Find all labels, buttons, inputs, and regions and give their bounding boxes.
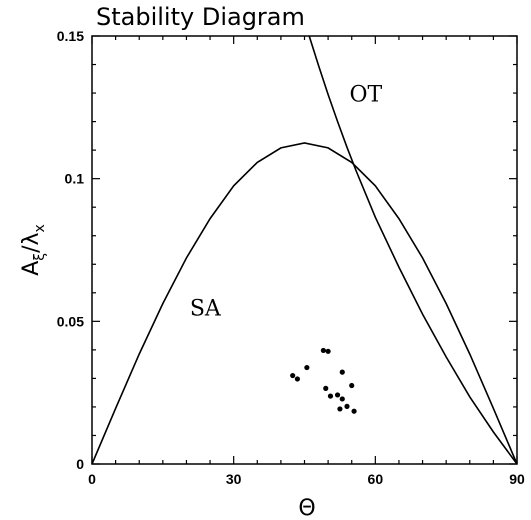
plot-frame — [91, 35, 518, 465]
data-point — [294, 376, 301, 382]
x-axis-label: Θ — [298, 496, 315, 520]
chart-title: Stability Diagram — [96, 3, 305, 31]
region-labels: SA OT — [190, 83, 383, 322]
region-label-ot: OT — [350, 83, 383, 108]
data-point — [337, 406, 343, 412]
curve-sa — [91, 142, 518, 465]
data-point — [349, 382, 355, 389]
y-tick-label: 0.05 — [57, 313, 84, 329]
x-tick-label: 0 — [88, 471, 96, 487]
data-points — [290, 347, 357, 414]
data-point — [320, 347, 326, 354]
y-axis: 0 0.05 0.1 0.15 — [57, 28, 517, 472]
data-point — [327, 393, 334, 399]
data-point — [339, 369, 345, 375]
y-tick-label: 0 — [76, 456, 84, 472]
data-point — [351, 408, 357, 414]
curve-ot — [308, 35, 518, 465]
x-tick-label: 90 — [509, 471, 525, 487]
data-point — [325, 348, 331, 354]
data-point — [344, 403, 350, 409]
data-point — [323, 385, 329, 391]
data-point — [334, 392, 341, 398]
x-tick-label: 30 — [226, 471, 242, 487]
x-axis: 0 30 60 90 — [88, 36, 525, 487]
y-tick-label: 0.1 — [65, 171, 85, 187]
data-point — [339, 396, 345, 402]
curves-group — [91, 35, 518, 465]
region-label-sa: SA — [190, 297, 222, 322]
x-tick-label: 60 — [368, 471, 384, 487]
y-axis-label: Aξ/λx — [19, 224, 48, 276]
y-tick-label: 0.15 — [57, 28, 84, 44]
data-point — [304, 364, 310, 371]
data-point — [290, 372, 296, 379]
